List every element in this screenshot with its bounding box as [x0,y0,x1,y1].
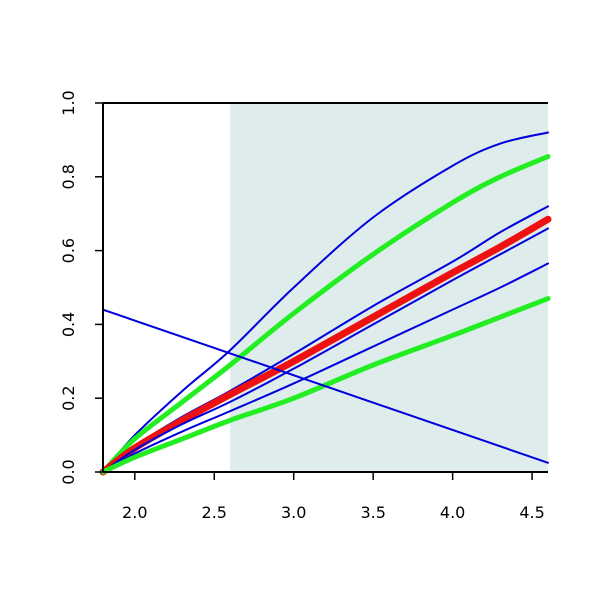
y-axis-ticks: 0.0 0.2 0.4 0.6 0.8 1.0 [59,90,103,485]
y-tick-label: 0.2 [59,385,78,410]
x-tick-label: 4.5 [519,503,544,522]
y-tick-label: 0.8 [59,164,78,189]
series-line-6 [102,262,549,473]
x-tick-label: 4.0 [440,503,465,522]
series-line-8 [102,308,549,464]
series-line-7 [100,296,551,475]
x-tick-label: 2.5 [202,503,227,522]
y-tick-label: 0.4 [59,312,78,337]
series-line-4 [99,215,552,476]
x-tick-label: 3.0 [281,503,306,522]
y-tick-label: 0.0 [59,459,78,484]
x-tick-label: 2.0 [122,503,147,522]
x-axis-ticks: 2.0 2.5 3.0 3.5 4.0 4.5 [122,472,545,522]
x-tick-label: 3.5 [360,503,385,522]
series-line-1 [102,131,549,473]
y-tick-label: 1.0 [59,90,78,115]
y-tick-label: 0.6 [59,238,78,263]
series-line-2 [100,154,551,475]
shaded-region [230,103,548,472]
series-line-5 [102,227,549,473]
series-layer [99,131,552,476]
